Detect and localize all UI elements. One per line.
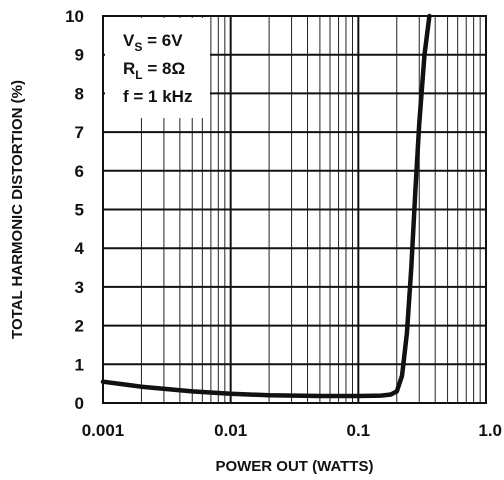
condition-subscript: L — [135, 68, 142, 82]
conditions-box — [105, 18, 210, 118]
x-tick-label: 0.01 — [214, 421, 247, 440]
y-tick-label: 3 — [75, 278, 84, 297]
condition-label: f = 1 kHz — [123, 87, 192, 106]
condition-value: = 6V — [142, 31, 183, 50]
y-tick-label: 4 — [75, 239, 85, 258]
y-tick-label: 10 — [65, 7, 84, 26]
y-tick-label: 5 — [75, 201, 84, 220]
y-tick-label: 9 — [75, 46, 84, 65]
x-tick-label: 0.1 — [347, 421, 371, 440]
y-tick-label: 0 — [75, 394, 84, 413]
condition-label: VS = 6V — [123, 31, 183, 54]
condition-subscript: S — [134, 40, 142, 54]
y-tick-label: 1 — [75, 355, 84, 374]
y-tick-label: 8 — [75, 84, 84, 103]
series-layer — [100, 13, 432, 399]
y-axis-title: TOTAL HARMONIC DISTORTION (%) — [9, 80, 26, 339]
y-tick-label: 2 — [75, 317, 84, 336]
x-tick-labels: 0.001 0.01 0.1 1.0 — [82, 421, 502, 440]
condition-symbol: R — [123, 59, 135, 78]
x-tick-label: 0.001 — [82, 421, 125, 440]
x-tick-label: 1.0 — [478, 421, 502, 440]
condition-value: = 8Ω — [143, 59, 185, 78]
condition-symbol: V — [123, 31, 135, 50]
y-tick-label: 6 — [75, 162, 84, 181]
conditions-text: VS = 6V RL = 8Ω f = 1 kHz — [123, 31, 192, 106]
condition-label: RL = 8Ω — [123, 59, 185, 82]
plot-frame — [102, 15, 487, 404]
x-axis-title: POWER OUT (WATTS) — [215, 458, 373, 475]
thd-curve-0 — [100, 13, 432, 399]
y-tick-label: 7 — [75, 123, 84, 142]
y-tick-labels: 0 1 2 3 4 5 6 7 8 9 10 — [65, 7, 84, 413]
